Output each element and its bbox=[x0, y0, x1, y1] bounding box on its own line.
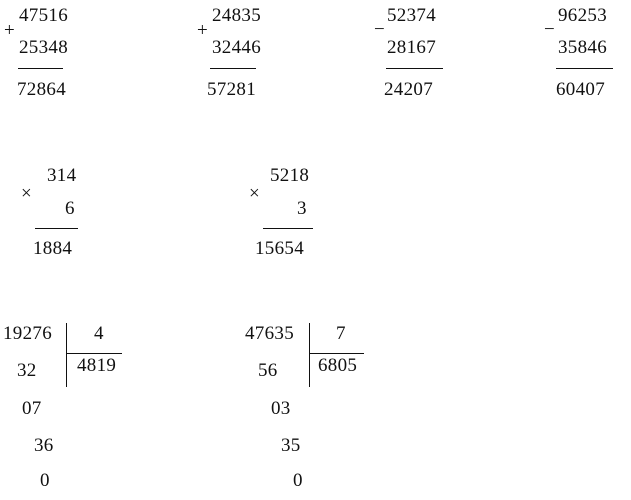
division-step: 56 bbox=[258, 360, 278, 381]
times-sign: × bbox=[21, 183, 33, 204]
division-step: 0 bbox=[40, 470, 50, 491]
subtrahend: 28167 bbox=[387, 37, 436, 58]
multiplier: 3 bbox=[297, 198, 307, 219]
dividend: 47635 bbox=[245, 323, 294, 344]
division-step: 36 bbox=[34, 435, 54, 456]
difference-result: 60407 bbox=[556, 79, 605, 100]
divisor: 4 bbox=[94, 323, 104, 344]
minus-sign: − bbox=[544, 19, 556, 40]
multiplicand: 5218 bbox=[270, 165, 310, 186]
addend-bottom: 25348 bbox=[19, 37, 68, 58]
minus-sign: − bbox=[374, 19, 386, 40]
subtrahend: 35846 bbox=[558, 37, 607, 58]
product-line bbox=[263, 228, 313, 229]
addend-bottom: 32446 bbox=[212, 37, 261, 58]
addend-top: 24835 bbox=[212, 5, 261, 26]
multiplier: 6 bbox=[65, 198, 75, 219]
difference-line bbox=[386, 68, 443, 69]
minuend: 52374 bbox=[387, 5, 436, 26]
sum-result: 72864 bbox=[17, 79, 66, 100]
product-result: 15654 bbox=[255, 238, 304, 259]
quotient: 6805 bbox=[318, 355, 358, 376]
division-step: 32 bbox=[17, 360, 37, 381]
sum-result: 57281 bbox=[207, 79, 256, 100]
plus-sign: + bbox=[197, 20, 209, 41]
product-line bbox=[35, 228, 78, 229]
multiplicand: 314 bbox=[47, 165, 77, 186]
division-vertical-line bbox=[309, 323, 310, 387]
addend-top: 47516 bbox=[19, 5, 68, 26]
difference-result: 24207 bbox=[384, 79, 433, 100]
quotient: 4819 bbox=[77, 355, 117, 376]
minuend: 96253 bbox=[558, 5, 607, 26]
division-horizontal-line bbox=[309, 353, 364, 354]
division-step: 35 bbox=[281, 435, 301, 456]
sum-line bbox=[210, 68, 256, 69]
difference-line bbox=[556, 68, 613, 69]
dividend: 19276 bbox=[3, 323, 52, 344]
division-step: 03 bbox=[271, 398, 291, 419]
product-result: 1884 bbox=[33, 238, 73, 259]
division-step: 0 bbox=[293, 470, 303, 491]
division-horizontal-line bbox=[66, 353, 122, 354]
divisor: 7 bbox=[336, 323, 346, 344]
division-step: 07 bbox=[22, 398, 42, 419]
sum-line bbox=[18, 68, 63, 69]
times-sign: × bbox=[249, 183, 261, 204]
plus-sign: + bbox=[4, 20, 16, 41]
division-vertical-line bbox=[66, 323, 67, 387]
